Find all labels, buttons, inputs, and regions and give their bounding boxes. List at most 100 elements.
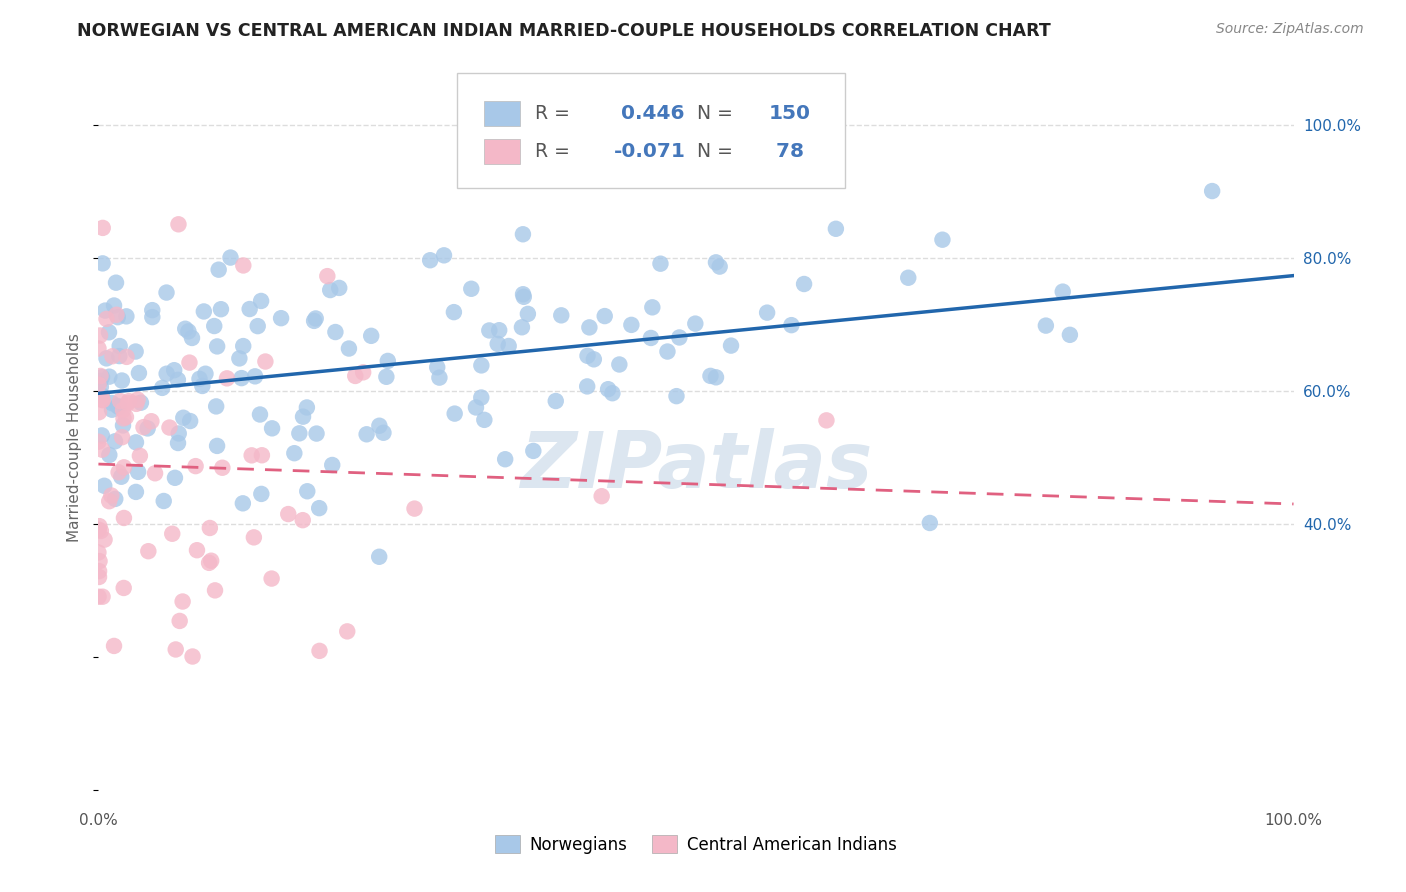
Point [443,305,465,319]
Point [112,411,135,425]
Point [297,484,319,499]
Point [513,290,536,304]
Point [111,418,134,433]
Point [193,304,215,318]
Point [204,583,226,598]
Point [319,283,342,297]
Point [125,435,148,450]
Point [125,397,148,411]
Point [591,489,613,503]
Point [111,430,134,444]
Point [181,649,204,664]
Point [657,344,679,359]
Point [429,370,451,384]
Point [308,501,330,516]
Point [167,436,190,450]
Point [250,487,273,501]
Point [103,298,125,312]
Point [143,467,166,481]
Point [115,410,138,425]
Point [108,349,131,363]
Point [96,312,118,326]
Point [90,391,112,405]
Point [90,380,112,394]
Point [177,325,200,339]
Point [87,590,110,604]
Point [283,446,305,460]
Point [91,220,114,235]
Point [186,543,208,558]
Point [118,394,141,409]
Text: N =: N = [697,143,740,161]
Point [194,367,217,381]
Point [91,370,114,384]
Point [243,369,266,384]
Point [90,524,112,538]
Point [336,624,359,639]
Point [316,269,339,284]
Point [699,368,721,383]
Point [132,420,155,434]
Text: N =: N = [697,104,740,123]
Point [167,426,190,441]
Point [98,326,121,340]
Point [128,366,150,380]
Point [101,396,124,410]
Point [685,317,707,331]
Point [325,325,347,339]
Point [159,420,181,434]
Point [576,349,599,363]
Point [163,363,186,377]
Point [117,396,139,410]
Point [825,221,848,235]
Point [1035,318,1057,333]
Point [593,309,616,323]
Point [931,233,953,247]
Point [1052,285,1074,299]
Point [110,469,132,483]
Text: ZIPatlas: ZIPatlas [520,428,872,504]
Point [897,270,920,285]
Point [209,302,232,317]
Point [243,530,266,544]
Point [498,339,520,353]
Point [470,391,492,405]
Point [93,533,115,547]
Text: 0.446: 0.446 [613,104,683,123]
Point [181,331,204,345]
Point [704,255,727,269]
Point [150,381,173,395]
Point [112,511,135,525]
Point [89,554,111,568]
Point [375,369,398,384]
Point [208,262,231,277]
Point [720,338,742,352]
Legend: Norwegians, Central American Indians: Norwegians, Central American Indians [488,829,904,860]
Point [167,217,190,231]
Point [169,614,191,628]
Point [105,308,128,322]
Point [115,310,138,324]
Point [141,310,163,325]
FancyBboxPatch shape [485,102,520,127]
Point [470,359,492,373]
Point [288,426,311,441]
Point [228,351,250,366]
Point [91,256,114,270]
Point [112,581,135,595]
Point [89,368,111,383]
Point [205,439,228,453]
Point [141,303,163,318]
Point [90,388,112,402]
Point [104,491,127,506]
Point [172,410,194,425]
Point [198,521,221,535]
Point [510,320,533,334]
Text: NORWEGIAN VS CENTRAL AMERICAN INDIAN MARRIED-COUPLE HOUSEHOLDS CORRELATION CHART: NORWEGIAN VS CENTRAL AMERICAN INDIAN MAR… [77,22,1052,40]
Point [152,494,174,508]
Point [98,494,121,508]
Point [472,413,495,427]
Text: 78: 78 [769,143,804,161]
Point [91,392,114,407]
Point [211,460,233,475]
